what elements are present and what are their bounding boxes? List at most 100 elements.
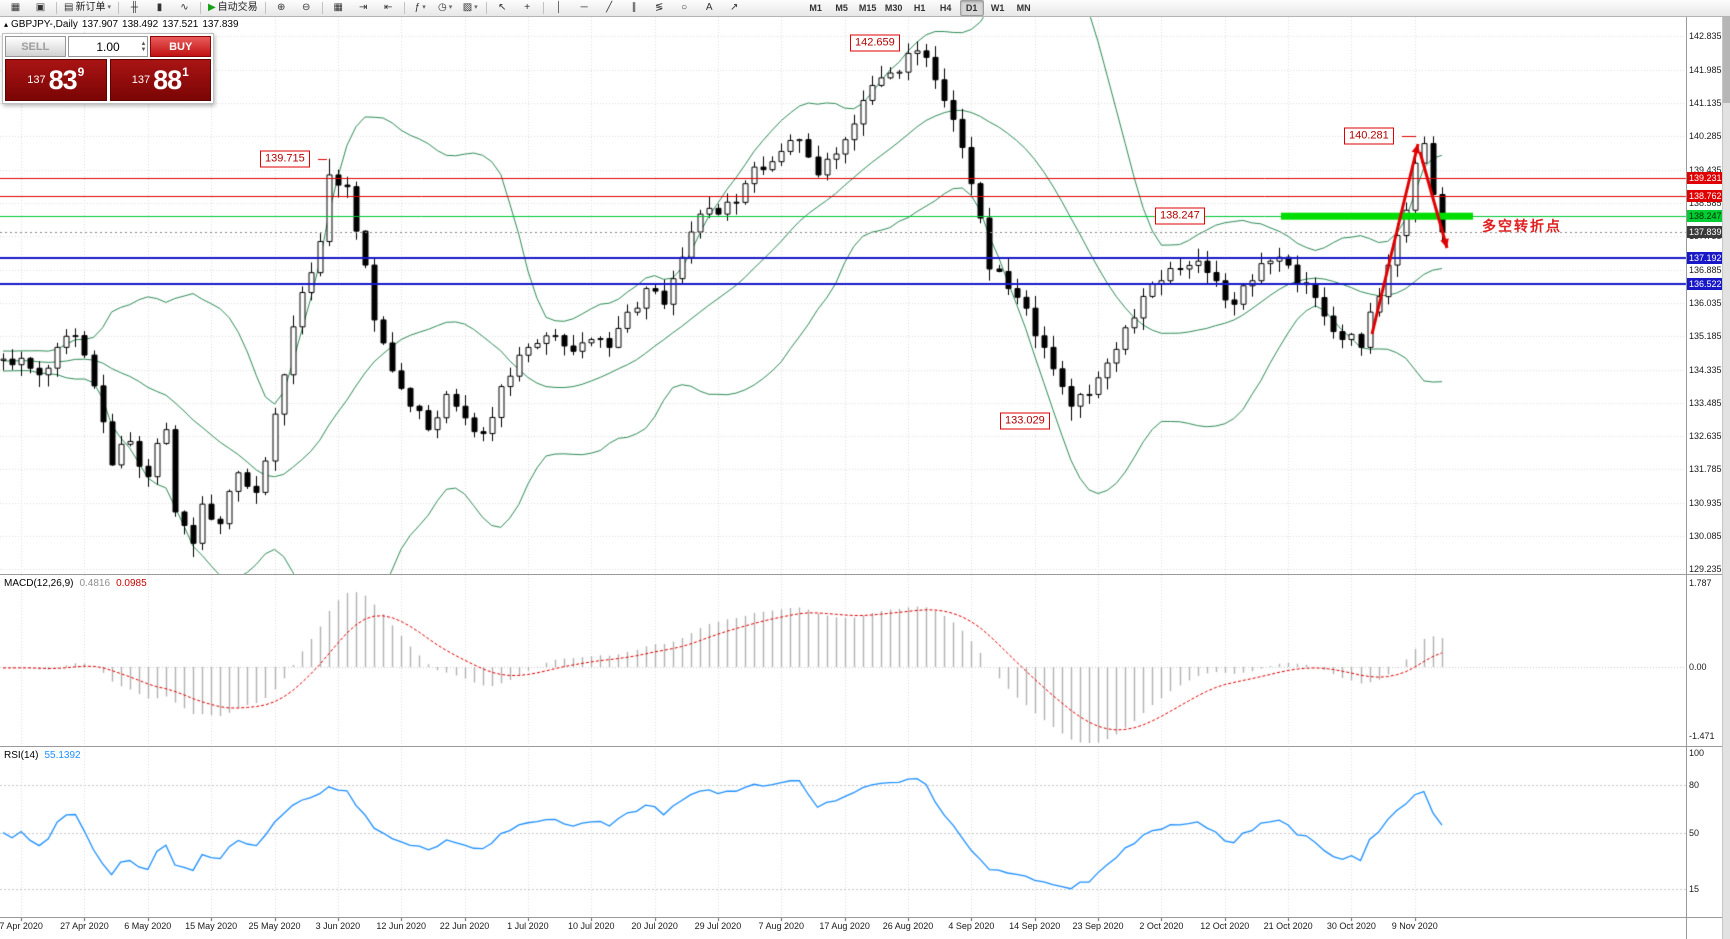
sell-button[interactable]: SELL xyxy=(5,36,66,57)
price-tick-label: 131.785 xyxy=(1689,464,1722,475)
price-tick-label: 135.185 xyxy=(1689,331,1722,342)
new-order-button-label: 新订单 xyxy=(75,2,106,13)
auto-trading-button[interactable]: ▶ 自动交易 xyxy=(205,0,261,17)
price-label-138247[interactable]: 138.247 xyxy=(1155,207,1205,225)
auto-scroll-icon[interactable]: ⇥ xyxy=(352,0,375,17)
rsi-panel-splitter[interactable] xyxy=(0,746,1730,747)
chart-bars-icon[interactable]: ╫ xyxy=(123,0,146,17)
tile-windows-icon: ▦ xyxy=(333,2,343,13)
time-axis-label: 7 Apr 2020 xyxy=(0,921,43,931)
auto-trading-button-label: 自动交易 xyxy=(217,2,258,13)
toolbar-separator xyxy=(321,2,323,14)
price-axis[interactable] xyxy=(1687,17,1723,917)
timeframe-button-d1[interactable]: D1 xyxy=(959,0,984,16)
macd-panel-splitter[interactable] xyxy=(0,574,1730,575)
arrows-icon[interactable]: ↗ xyxy=(723,0,746,17)
sell-price-prefix: 137 xyxy=(27,74,46,86)
chart-line-icon[interactable]: ∿ xyxy=(173,0,196,17)
vertical-scrollbar[interactable] xyxy=(1722,17,1730,939)
time-axis-label: 14 Sep 2020 xyxy=(1009,921,1061,931)
toolbar-separator xyxy=(485,2,487,14)
zoom-out-icon[interactable]: ⊖ xyxy=(295,0,318,17)
one-click-trading-panel: SELL 1.00 ▲ ▼ BUY 137 83 9 137 xyxy=(2,33,214,104)
chart-candles-icon: ▮ xyxy=(156,2,163,13)
price-tag-139231: 139.231 xyxy=(1687,171,1724,184)
note-bull-bear-turning-point[interactable]: 多空转折点 xyxy=(1482,217,1562,234)
macd-scale-label: -1.471 xyxy=(1689,731,1715,742)
rsi-scale-label: 80 xyxy=(1689,780,1700,790)
timeframe-button-h1[interactable]: H1 xyxy=(913,3,926,13)
toolbar-separator xyxy=(264,2,266,14)
trendline-icon: ╱ xyxy=(606,2,613,13)
chart-tile-icon[interactable]: ▦ xyxy=(4,0,27,17)
price-label-139715[interactable]: 139.715 xyxy=(260,150,310,168)
channel-icon[interactable]: ∥ xyxy=(623,0,646,17)
price-label-140281[interactable]: 140.281 xyxy=(1344,127,1394,145)
volume-up-icon[interactable]: ▲ xyxy=(140,40,147,47)
time-axis-label: 25 May 2020 xyxy=(248,921,301,931)
time-axis-label: 3 Jun 2020 xyxy=(315,921,361,931)
zoom-in-icon: ⊕ xyxy=(276,2,286,13)
symbol-name: GBPJPY-,Daily xyxy=(11,19,78,30)
time-axis-label: 12 Jun 2020 xyxy=(376,921,426,931)
timeframe-button-m30[interactable]: M30 xyxy=(884,3,903,13)
price-tick-label: 138.585 xyxy=(1689,197,1722,208)
time-axis-label: 26 Aug 2020 xyxy=(882,921,934,931)
fibonacci-icon[interactable]: ≶ xyxy=(648,0,671,17)
buy-price-prefix: 137 xyxy=(131,74,151,86)
time-axis-label: 2 Oct 2020 xyxy=(1139,921,1184,931)
time-axis[interactable] xyxy=(0,918,1686,939)
trendline-icon[interactable]: ╱ xyxy=(598,0,621,17)
time-axis-label: 9 Nov 2020 xyxy=(1391,921,1438,931)
price-tick-label: 140.285 xyxy=(1689,131,1722,142)
templates-icon[interactable]: ▨ ▾ xyxy=(459,0,482,17)
rsi-name: RSI(14) xyxy=(4,750,39,761)
tile-windows-icon[interactable]: ▦ xyxy=(327,0,350,17)
buy-price-big: 88 xyxy=(153,64,182,95)
chart-window-icon[interactable]: ▣ xyxy=(29,0,52,17)
zoom-in-icon[interactable]: ⊕ xyxy=(270,0,293,17)
sell-price-pip: 9 xyxy=(77,65,85,79)
rsi-scale-label: 15 xyxy=(1689,884,1700,894)
timeframe-button-w1[interactable]: W1 xyxy=(990,3,1005,13)
channel-icon: ∥ xyxy=(631,2,637,13)
chart-candles-icon[interactable]: ▮ xyxy=(148,0,171,17)
time-axis-label: 6 May 2020 xyxy=(124,921,172,931)
ohlc-open: 137.907 xyxy=(81,19,119,30)
buy-price-tile[interactable]: 137 88 1 xyxy=(109,59,211,101)
sell-price-tile[interactable]: 137 83 9 xyxy=(5,59,107,101)
timeframe-button-h4[interactable]: H4 xyxy=(939,3,952,13)
fibonacci-icon: ≶ xyxy=(654,2,664,13)
scrollbar-thumb[interactable] xyxy=(1723,17,1730,103)
crosshair-icon[interactable]: + xyxy=(516,0,539,17)
one-click-collapse-icon[interactable]: ▴ xyxy=(4,20,9,29)
volume-input[interactable]: 1.00 ▲ ▼ xyxy=(67,36,149,57)
volume-down-icon[interactable]: ▼ xyxy=(140,46,147,53)
time-axis-label: 29 Jul 2020 xyxy=(694,921,742,931)
cursor-icon[interactable]: ↖ xyxy=(491,0,514,17)
timeframe-button-mn[interactable]: MN xyxy=(1016,3,1031,13)
new-order-button[interactable]: ▤ 新订单 ▾ xyxy=(61,0,114,17)
indicators-icon[interactable]: ƒ ▾ xyxy=(409,0,432,17)
price-label-142659[interactable]: 142.659 xyxy=(850,34,900,52)
horizontal-line-icon[interactable]: ─ xyxy=(573,0,596,17)
timeframe-button-m15[interactable]: M15 xyxy=(858,3,877,13)
price-tick-label: 142.835 xyxy=(1689,31,1722,42)
buy-button[interactable]: BUY xyxy=(150,36,211,57)
macd-scale-label: 0.00 xyxy=(1689,662,1707,672)
time-axis-label: 23 Sep 2020 xyxy=(1072,921,1124,931)
timeframe-button-m5[interactable]: M5 xyxy=(835,3,848,13)
time-axis-label: 15 May 2020 xyxy=(185,921,238,931)
vertical-line-icon[interactable]: │ xyxy=(548,0,571,17)
price-label-133029[interactable]: 133.029 xyxy=(1000,412,1050,430)
timeframe-button-m1[interactable]: M1 xyxy=(809,3,822,13)
shapes-icon[interactable]: ○ xyxy=(673,0,696,17)
rsi-indicator-label: RSI(14) 55.1392 xyxy=(4,750,81,761)
text-icon[interactable]: A xyxy=(698,0,721,17)
time-axis-label: 4 Sep 2020 xyxy=(948,921,995,931)
price-axis-border xyxy=(1686,17,1687,939)
ohlc-high: 138.492 xyxy=(122,19,159,30)
chart-shift-icon[interactable]: ⇤ xyxy=(377,0,400,17)
periods-icon[interactable]: ◷ ▾ xyxy=(434,0,457,17)
